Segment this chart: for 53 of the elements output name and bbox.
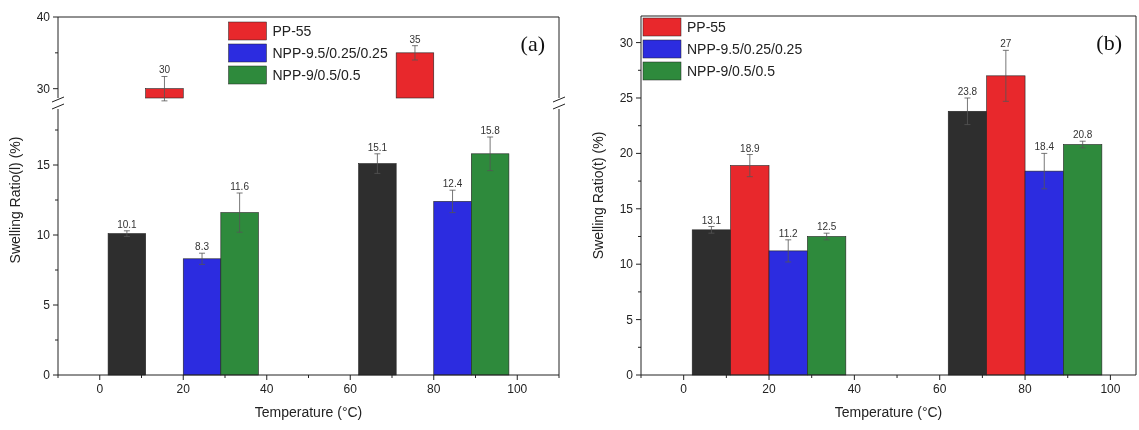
- data-label: 8.3: [195, 241, 210, 253]
- legend-label: NPP-9.5/0.25/0.25: [687, 41, 803, 57]
- y-tick-label: 30: [619, 35, 634, 50]
- y-axis-title: Swelling Ratio(l) (%): [7, 136, 23, 264]
- x-tick-label: 0: [96, 382, 104, 396]
- data-label: 13.1: [701, 214, 722, 226]
- data-label: 15.1: [367, 141, 388, 153]
- data-label: 12.5: [816, 221, 837, 233]
- x-axis-title: Temperature (°C): [834, 404, 943, 420]
- data-label: 20.8: [1072, 129, 1093, 141]
- legend-label: NPP-9.5/0.25/0.25: [272, 45, 388, 61]
- y-tick-label: 5: [43, 298, 51, 312]
- y-tick-label: 15: [619, 201, 634, 216]
- legend-label: NPP-9/0.5/0.5: [272, 67, 361, 83]
- data-label: 12.4: [442, 178, 463, 190]
- y-tick-label: 20: [619, 146, 634, 161]
- y-tick-label: 30: [36, 81, 51, 96]
- data-label: 18.4: [1034, 141, 1055, 153]
- x-tick-label: 60: [933, 382, 947, 396]
- data-label: 35: [409, 33, 421, 45]
- x-tick-label: 20: [176, 382, 191, 396]
- data-label: 23.8: [957, 85, 978, 97]
- legend-label: PP-55: [687, 19, 727, 35]
- x-tick-label: 80: [427, 382, 441, 396]
- data-label: 27: [1000, 38, 1012, 50]
- x-tick-label: 100: [507, 382, 528, 396]
- x-tick-label: 80: [1018, 382, 1033, 396]
- data-label: 10.1: [117, 218, 138, 230]
- data-label: 30: [158, 64, 171, 76]
- annotation: (a): [520, 31, 545, 56]
- y-tick-label: 25: [619, 90, 634, 105]
- y-tick-label: 0: [43, 368, 51, 382]
- y-tick-label: 10: [36, 228, 51, 242]
- data-label: 11.2: [778, 227, 799, 239]
- x-axis-title: Temperature (°C): [254, 404, 363, 420]
- x-tick-label: 60: [343, 382, 358, 396]
- y-axis-title: Swelling Ratio(t) (%): [590, 131, 606, 260]
- legend-label: NPP-9/0.5/0.5: [687, 63, 776, 79]
- x-tick-label: 0: [680, 382, 688, 396]
- legend-label: PP-55: [272, 23, 312, 39]
- x-tick-label: 40: [260, 382, 274, 396]
- data-label: 15.8: [480, 125, 501, 136]
- y-tick-label: 10: [619, 257, 634, 272]
- y-tick-label: 15: [36, 158, 51, 172]
- x-tick-label: 20: [762, 382, 777, 396]
- y-tick-label: 40: [36, 10, 51, 24]
- data-label: 11.6: [230, 181, 250, 192]
- annotation: (b): [1096, 30, 1122, 55]
- data-label: 18.9: [740, 142, 760, 154]
- y-tick-label: 5: [626, 312, 634, 327]
- x-tick-label: 100: [1100, 382, 1121, 396]
- y-tick-label: 0: [626, 368, 634, 382]
- x-tick-label: 40: [847, 382, 862, 396]
